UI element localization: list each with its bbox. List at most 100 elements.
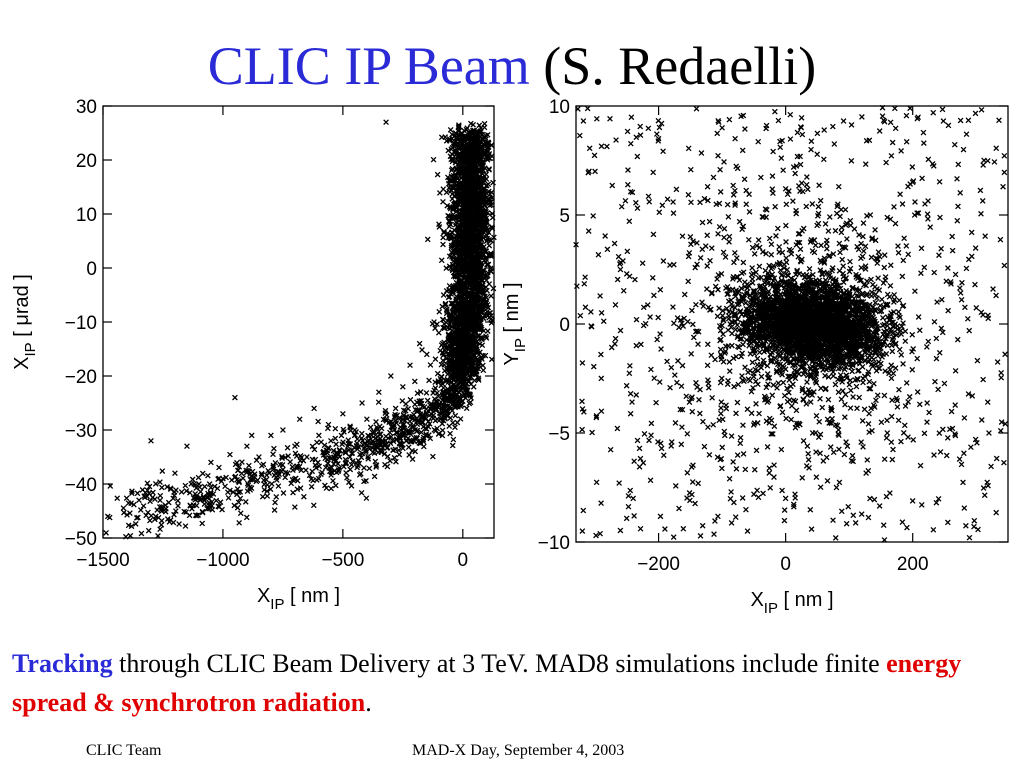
tail-point [232, 473, 239, 480]
core-point [455, 128, 462, 134]
core-point [451, 174, 458, 181]
core-point [445, 180, 452, 187]
tail-point [239, 459, 245, 465]
tail-point [172, 508, 179, 514]
tail-point [332, 482, 339, 489]
tail-point [308, 483, 315, 490]
data-point [719, 124, 725, 131]
tail-point [290, 489, 296, 496]
tail-point [430, 453, 436, 460]
tail-point [326, 468, 333, 475]
core-point [476, 325, 482, 332]
tail-point [144, 480, 151, 487]
core-point [448, 343, 454, 350]
core-point [447, 127, 454, 133]
tail-point [175, 503, 181, 509]
core-point [484, 232, 490, 239]
tail-point [234, 459, 240, 466]
data-point [407, 362, 413, 369]
tail-point [423, 390, 430, 396]
tail-point [453, 373, 459, 380]
tail-point [396, 451, 403, 458]
tail-point [263, 472, 270, 478]
tail-point [318, 439, 324, 445]
core-point [484, 219, 490, 226]
tail-point [324, 456, 331, 463]
tail-point [411, 416, 418, 423]
tail-point [205, 472, 211, 479]
core-point [469, 178, 476, 185]
tail-point [225, 495, 232, 501]
tail-point [312, 456, 319, 463]
tail-point [330, 447, 337, 454]
tail-point [157, 492, 164, 499]
tail-point [388, 423, 395, 430]
y-tick-label: 0 [86, 259, 97, 280]
y-tick-label: −40 [65, 475, 97, 496]
tail-point [435, 393, 442, 400]
tail-point [354, 436, 361, 442]
core-point [486, 281, 493, 287]
tail-point [406, 452, 413, 458]
tail-point [143, 512, 149, 519]
tail-point [438, 382, 445, 389]
tail-point [393, 420, 400, 426]
tail-point [222, 483, 228, 490]
core-point [466, 275, 473, 282]
tail-point [246, 462, 252, 469]
tail-point [349, 458, 356, 465]
tail-point [199, 508, 206, 515]
left-axes-group: −1500 −1000 −500 0−50−40−30−20−100102030XIP… [11, 97, 495, 613]
core-point [436, 308, 443, 315]
core-point [474, 348, 481, 355]
core-point [487, 199, 494, 206]
data-point [232, 394, 238, 401]
core-point [740, 341, 746, 348]
core-point [461, 261, 468, 268]
tail-point [251, 471, 258, 477]
tail-point [309, 443, 316, 450]
tail-point [176, 521, 182, 527]
core-point [477, 187, 483, 194]
tail-point [375, 399, 382, 406]
tail-point [324, 450, 331, 456]
tail-point [103, 529, 109, 536]
core-point [463, 235, 470, 241]
tail-point [342, 456, 349, 463]
core-point [488, 251, 494, 258]
title-author: (S. Redaelli) [543, 36, 817, 96]
core-point [419, 347, 425, 353]
tail-point [243, 514, 250, 521]
tail-point [170, 495, 177, 502]
tail-point [367, 424, 374, 431]
data-point [359, 400, 365, 406]
tail-point [439, 432, 446, 439]
tail-point [441, 395, 448, 401]
core-point [455, 151, 462, 158]
data-point [411, 378, 418, 385]
tail-point [258, 470, 265, 477]
tail-point [131, 501, 137, 508]
tail-point [363, 477, 369, 484]
tail-point [189, 505, 195, 512]
core-point [444, 202, 451, 209]
data-point [328, 437, 334, 444]
tail-point [418, 419, 425, 426]
tail-point [318, 471, 324, 478]
core-point [479, 174, 486, 181]
tail-point [464, 387, 471, 394]
core-point [466, 129, 473, 136]
core-point [758, 373, 765, 380]
tail-point [400, 422, 407, 429]
data-point [808, 146, 814, 153]
tail-point [273, 494, 280, 500]
data-point [340, 410, 346, 417]
tail-point [373, 464, 379, 470]
tail-point [132, 521, 139, 527]
tail-point [140, 503, 147, 509]
tail-point [417, 412, 424, 418]
tail-point [137, 507, 144, 513]
core-point [481, 120, 488, 127]
tail-point [200, 493, 207, 500]
tail-point [157, 526, 163, 533]
